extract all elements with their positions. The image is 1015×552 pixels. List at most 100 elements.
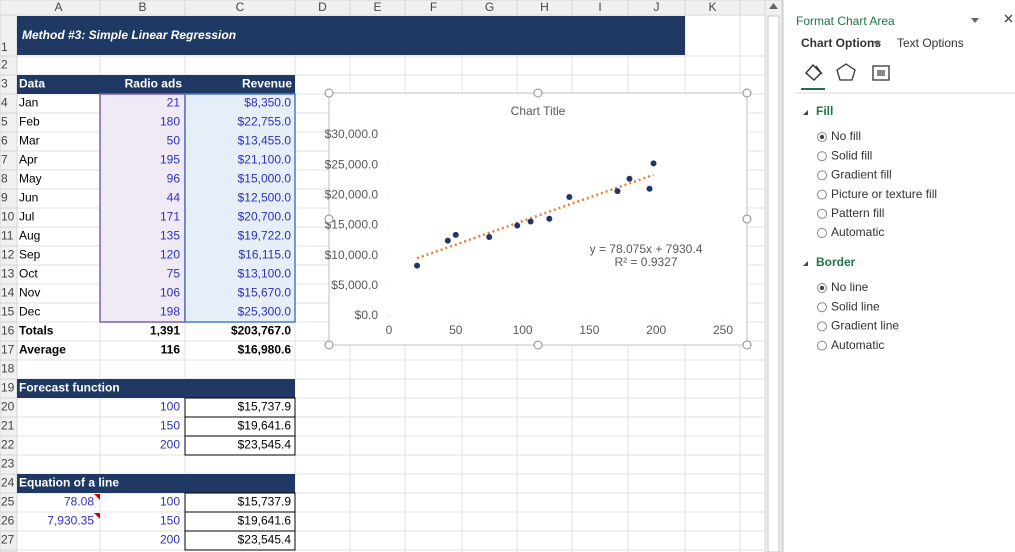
- totals-label: Totals: [19, 324, 54, 338]
- resize-handle[interactable]: [742, 340, 752, 350]
- radio-label[interactable]: Automatic: [831, 225, 884, 239]
- radio-button[interactable]: [817, 340, 827, 351]
- month-cell: Apr: [19, 153, 38, 167]
- scroll-up-arrow[interactable]: [769, 3, 778, 9]
- x-tick-label: 50: [449, 323, 463, 337]
- input-cell: 200: [160, 438, 180, 452]
- data-point: [546, 215, 553, 222]
- radio-button[interactable]: [817, 189, 827, 200]
- x-tick-label: 200: [646, 323, 666, 337]
- result-cell: $23,545.4: [238, 438, 292, 452]
- row-number: 20: [1, 400, 15, 414]
- pane-tab[interactable]: Chart Options: [801, 36, 881, 50]
- chart-title: Chart Title: [511, 104, 566, 118]
- totals-revenue: $203,767.0: [231, 324, 291, 338]
- revenue-cell: $15,000.0: [238, 172, 292, 186]
- column-header: B: [138, 0, 146, 14]
- input-cell: 150: [160, 514, 180, 528]
- scroll-thumb[interactable]: [767, 15, 780, 552]
- row-number: 13: [1, 267, 15, 281]
- size-properties-icon[interactable]: [872, 65, 890, 81]
- radio-button[interactable]: [817, 228, 827, 238]
- sheet-title: Method #3: Simple Linear Regression: [22, 28, 236, 42]
- radio-label[interactable]: Picture or texture fill: [831, 187, 937, 201]
- revenue-cell: $20,700.0: [238, 210, 292, 224]
- radio-label[interactable]: Solid line: [831, 299, 880, 313]
- section-collapse-arrow[interactable]: [803, 110, 808, 115]
- radio-label[interactable]: Solid fill: [831, 148, 872, 162]
- radio-button[interactable]: [817, 151, 827, 162]
- month-cell: Oct: [19, 267, 38, 281]
- section-title: Fill: [816, 104, 833, 118]
- radio-ads-cell: 180: [160, 115, 180, 129]
- resize-handle[interactable]: [533, 340, 543, 350]
- resize-handle[interactable]: [324, 214, 334, 224]
- row-number: 10: [1, 210, 15, 224]
- resize-handle[interactable]: [742, 88, 752, 98]
- column-header: K: [708, 0, 716, 14]
- radio-label[interactable]: Automatic: [831, 338, 884, 352]
- radio-ads-cell: 44: [167, 191, 181, 205]
- radio-ads-cell: 198: [160, 305, 180, 319]
- resize-handle[interactable]: [324, 340, 334, 350]
- result-cell: $15,737.9: [238, 495, 292, 509]
- average-label: Average: [19, 343, 66, 357]
- radio-label[interactable]: No line: [831, 280, 869, 294]
- radio-button[interactable]: [817, 170, 827, 181]
- radio-ads-cell: 96: [167, 172, 181, 186]
- radio-label[interactable]: Pattern fill: [831, 206, 884, 220]
- block-header: [17, 474, 295, 493]
- revenue-cell: $13,455.0: [238, 134, 292, 148]
- radio-ads-cell: 21: [167, 96, 181, 110]
- row-number: 24: [1, 476, 15, 490]
- section-title: Border: [816, 255, 856, 269]
- radio-dot: [819, 134, 825, 140]
- tab-dropdown[interactable]: [873, 41, 881, 46]
- effects-icon[interactable]: [836, 63, 856, 81]
- radio-label[interactable]: No fill: [831, 129, 861, 143]
- row-number: 15: [1, 305, 15, 319]
- input-cell: 150: [160, 419, 180, 433]
- result-cell: $23,545.4: [238, 533, 292, 547]
- pane-options-arrow[interactable]: [971, 18, 979, 23]
- totals-radio: 1,391: [150, 324, 180, 338]
- column-header-bar: [0, 0, 766, 16]
- row-number: 9: [1, 191, 8, 205]
- column-header: C: [236, 0, 245, 14]
- radio-ads-cell: 106: [160, 286, 180, 300]
- radio-ads-cell: 135: [160, 229, 180, 243]
- block-title: Forecast function: [19, 381, 120, 395]
- radio-button[interactable]: [817, 208, 827, 219]
- data-point: [626, 175, 633, 182]
- resize-handle[interactable]: [324, 88, 334, 98]
- chart-area[interactable]: [328, 92, 748, 346]
- pane-tab[interactable]: Text Options: [897, 36, 964, 50]
- y-tick-label: $30,000.0: [325, 127, 379, 141]
- month-cell: Feb: [19, 115, 40, 129]
- radio-label[interactable]: Gradient fill: [831, 168, 892, 182]
- section-collapse-arrow[interactable]: [803, 261, 808, 266]
- row-number: 6: [1, 134, 8, 148]
- revenue-cell: $19,722.0: [238, 229, 292, 243]
- month-cell: Dec: [19, 305, 40, 319]
- data-point: [646, 185, 653, 192]
- row-number: 12: [1, 248, 15, 262]
- resize-handle[interactable]: [742, 214, 752, 224]
- y-tick-label: $20,000.0: [325, 188, 379, 202]
- average-radio: 116: [161, 343, 181, 357]
- row-number: 19: [1, 381, 15, 395]
- radio-label[interactable]: Gradient line: [831, 319, 899, 333]
- row-number: 1: [1, 40, 8, 54]
- fill-line-icon[interactable]: [805, 63, 823, 81]
- radio-button[interactable]: [817, 321, 827, 332]
- radio-button[interactable]: [817, 302, 827, 313]
- revenue-cell: $25,300.0: [238, 305, 292, 319]
- month-cell: Nov: [19, 286, 40, 300]
- pane-title: Format Chart Area: [796, 14, 895, 28]
- trendline-equation: y = 78.075x + 7930.4: [590, 242, 703, 256]
- y-tick-label: $5,000.0: [331, 278, 378, 292]
- resize-handle[interactable]: [533, 88, 543, 98]
- row-number: 2: [1, 58, 8, 72]
- pane-close[interactable]: [1004, 14, 1013, 23]
